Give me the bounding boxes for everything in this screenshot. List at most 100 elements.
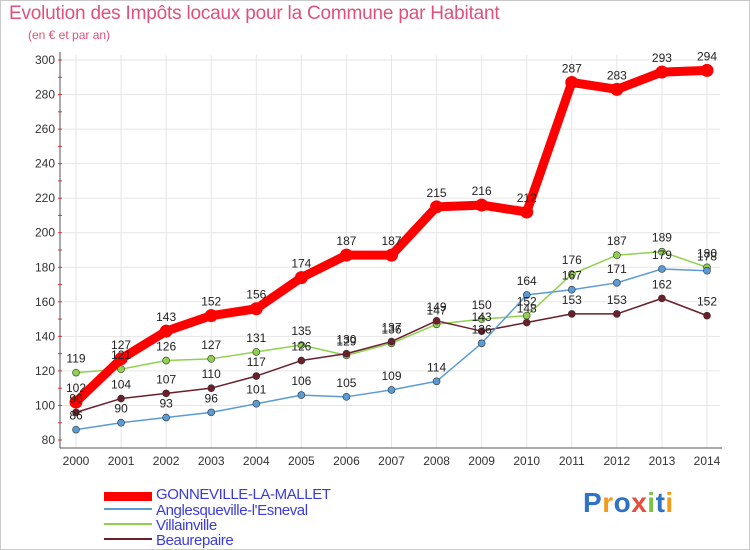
data-point — [700, 63, 714, 77]
x-tick-label: 2006 — [333, 454, 360, 468]
data-label: 127 — [201, 338, 221, 352]
data-label: 104 — [111, 378, 131, 392]
data-label: 152 — [517, 295, 537, 309]
data-label: 96 — [69, 391, 83, 405]
data-label: 187 — [381, 234, 401, 248]
data-point — [69, 395, 83, 409]
x-tick-label: 2014 — [694, 454, 721, 468]
data-label: 187 — [336, 234, 356, 248]
data-label: 137 — [381, 321, 401, 335]
data-label: 127 — [111, 338, 131, 352]
data-label: 149 — [427, 300, 447, 314]
data-label: 143 — [156, 310, 176, 324]
x-tick-label: 2010 — [513, 454, 540, 468]
data-point — [294, 271, 308, 285]
x-tick-label: 2008 — [423, 454, 450, 468]
series-layer — [69, 63, 714, 434]
data-point — [613, 279, 621, 287]
data-point — [567, 310, 576, 318]
data-label: 93 — [159, 397, 173, 411]
data-point — [252, 372, 261, 380]
y-tick-label: 220 — [35, 191, 55, 205]
data-point — [477, 339, 486, 348]
y-tick-label: 160 — [35, 295, 55, 309]
data-point — [703, 266, 711, 275]
data-label: 147 — [427, 303, 447, 317]
data-label: 136 — [472, 322, 492, 336]
data-label: 162 — [652, 277, 672, 291]
data-label: 287 — [562, 61, 582, 75]
x-tick-label: 2002 — [153, 454, 180, 468]
data-point — [117, 418, 125, 427]
x-tick-label: 2012 — [604, 454, 631, 468]
legend-swatch — [104, 492, 152, 501]
data-point — [207, 355, 216, 363]
data-label: 215 — [427, 186, 447, 200]
data-point — [567, 285, 576, 294]
data-label: 153 — [607, 293, 627, 307]
data-label: 101 — [246, 383, 266, 397]
data-point — [658, 247, 666, 256]
data-label: 283 — [607, 68, 627, 82]
data-label: 106 — [291, 374, 311, 388]
data-label: 143 — [472, 310, 492, 324]
data-point — [114, 352, 128, 366]
data-point — [252, 348, 261, 356]
x-tick-label: 2013 — [649, 454, 676, 468]
data-point — [477, 327, 486, 335]
y-tick-label: 80 — [42, 433, 56, 447]
data-point — [162, 413, 170, 422]
data-point — [297, 391, 306, 399]
x-tick-label: 2003 — [198, 454, 225, 468]
y-tick-label: 260 — [35, 122, 55, 136]
data-label: 90 — [114, 402, 128, 416]
data-point — [342, 393, 351, 401]
legend-label: Villainville — [156, 517, 217, 534]
data-point — [117, 365, 125, 373]
data-label: 293 — [652, 51, 672, 65]
y-tick-label: 240 — [35, 157, 55, 171]
data-point — [522, 318, 531, 327]
y-tick-label: 140 — [35, 329, 55, 343]
data-point — [703, 311, 711, 320]
data-label: 119 — [66, 352, 85, 366]
data-point — [342, 349, 351, 358]
data-label: 136 — [381, 322, 401, 336]
x-tick-label: 2001 — [108, 454, 135, 468]
data-label: 171 — [607, 262, 627, 276]
y-tick-label: 120 — [35, 364, 55, 378]
data-label: 156 — [246, 288, 266, 302]
data-point — [204, 309, 218, 323]
data-label: 130 — [336, 333, 356, 347]
data-label: 179 — [652, 248, 672, 262]
data-label: 178 — [697, 250, 717, 264]
data-label: 129 — [336, 334, 356, 348]
data-point — [72, 408, 80, 417]
data-point — [658, 294, 666, 303]
data-label: 107 — [156, 372, 176, 386]
legend-label: Beaurepaire — [156, 532, 234, 549]
data-label: 150 — [472, 298, 492, 312]
data-label: 167 — [562, 269, 582, 283]
legend-swatch — [104, 538, 152, 540]
legend-swatch — [104, 523, 152, 525]
data-point — [207, 408, 216, 417]
data-label: 148 — [517, 302, 537, 316]
data-labels-layer: 119 121 126 127 131 135 129 136 147 150 152 176 187 1… — [66, 49, 717, 422]
data-label: 152 — [201, 295, 221, 309]
data-point — [159, 324, 173, 338]
data-point — [613, 310, 621, 318]
data-point — [430, 200, 444, 214]
data-point — [249, 302, 263, 316]
x-tick-label: 2011 — [559, 454, 585, 468]
data-label: 105 — [336, 376, 356, 390]
data-label: 176 — [562, 253, 582, 267]
legend-label: Anglesqueville-l'Esneval — [156, 502, 308, 519]
data-point — [162, 389, 170, 398]
data-label: 96 — [205, 391, 219, 405]
data-label: 216 — [472, 184, 492, 198]
data-point — [520, 205, 534, 219]
data-point — [297, 356, 306, 365]
data-point — [658, 265, 666, 273]
